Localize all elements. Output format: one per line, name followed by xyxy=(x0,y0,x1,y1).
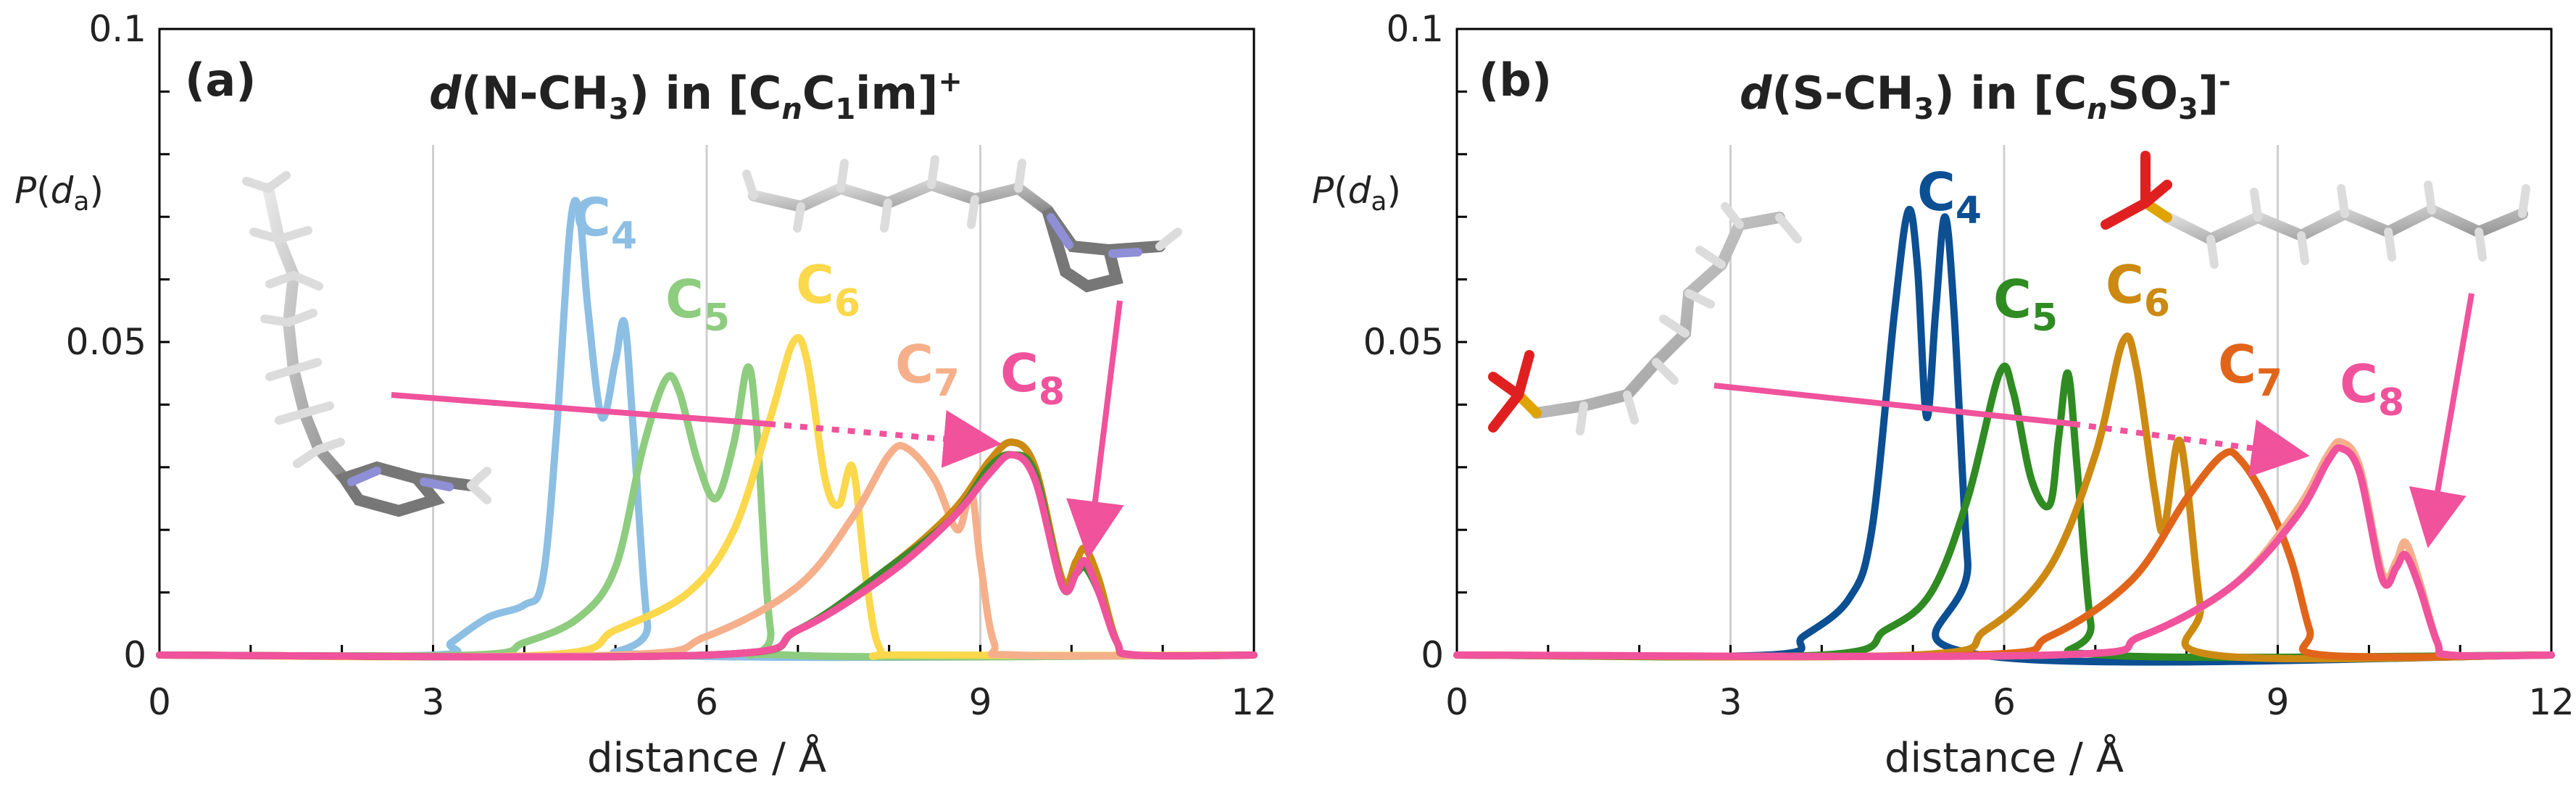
molecule-vertical-chain xyxy=(262,183,477,517)
series-label-C8: C8 xyxy=(1000,343,1065,414)
series-line-C8 xyxy=(1453,444,2555,660)
series-labels: C4 C5 C6 C7 C8 xyxy=(573,187,1065,414)
panel-title: d(N-CH3) in [CnC1im]+ xyxy=(429,65,963,126)
series-label-C7: C7 xyxy=(2218,334,2282,405)
arrow-solid xyxy=(391,392,769,427)
y-tick-label: 0.1 xyxy=(1386,8,1444,50)
y-tick-label: 0.05 xyxy=(66,321,146,363)
y-tick-label: 0 xyxy=(123,634,146,676)
x-axis-label: distance / Å xyxy=(587,734,826,782)
panel-tag: (b) xyxy=(1479,54,1552,107)
series-label-C5: C5 xyxy=(665,269,730,340)
arrow-peak xyxy=(1066,300,1124,559)
panel-title: d(S-CH3) in [CnSO3]- xyxy=(1740,65,2231,126)
y-tick-label: 0 xyxy=(1421,634,1444,676)
molecule-anion-left xyxy=(1531,212,1785,419)
series-line-C6 xyxy=(1453,333,2555,663)
series-lines xyxy=(1453,206,2555,666)
series-label-C6: C6 xyxy=(2106,254,2170,325)
x-tick-label: 9 xyxy=(969,681,992,723)
series-label-C7: C7 xyxy=(895,334,960,405)
molecule-horizontal-hydrogens xyxy=(742,155,1182,251)
arrow-solid xyxy=(1713,383,2074,427)
x-tick-label: 9 xyxy=(2267,681,2290,723)
x-tick-label: 0 xyxy=(148,681,171,723)
series-line-C4 xyxy=(156,196,1258,662)
molecule-anion-left-hydrogens xyxy=(1576,202,1802,435)
series-label-C4: C4 xyxy=(1917,162,1982,233)
series-label-C4: C4 xyxy=(573,187,637,258)
x-tick-label: 3 xyxy=(422,681,445,723)
x-tick-label: 0 xyxy=(1445,681,1468,723)
panel-b: 0 0.05 0.1 0 3 6 9 12 xyxy=(1312,8,2575,782)
molecule-anion-left-sulfonate xyxy=(1488,350,1542,433)
arrow-dotted xyxy=(768,410,1002,468)
series-label-C6: C6 xyxy=(796,254,860,325)
arrow-dotted xyxy=(2072,419,2310,478)
molecule-illustrations xyxy=(1488,151,2530,435)
y-tick-label: 0.05 xyxy=(1363,321,1444,363)
molecule-vertical-hydrogens xyxy=(242,171,491,504)
y-axis-label: P(da) xyxy=(1312,170,1401,217)
series-line-C5 xyxy=(1453,362,2555,662)
x-ticks: 0 3 6 9 12 xyxy=(1445,645,2575,723)
x-axis-label: distance / Å xyxy=(1885,734,2124,782)
series-label-C5: C5 xyxy=(1993,269,2058,340)
y-tick-label: 0.1 xyxy=(88,8,146,50)
molecule-anion-right-sulfonate xyxy=(2101,151,2172,230)
series-line-C6 xyxy=(156,334,1258,661)
x-tick-label: 12 xyxy=(1231,681,1277,723)
arrow-peak xyxy=(2409,293,2475,549)
x-tick-label: 6 xyxy=(1993,681,2016,723)
series-label-C8: C8 xyxy=(2340,354,2404,425)
panel-a: 0 0.05 0.1 0 3 6 9 12 xyxy=(14,8,1277,782)
annotation-arrows xyxy=(1713,293,2475,549)
x-tick-label: 6 xyxy=(695,681,718,723)
series-line-C8 xyxy=(156,451,1258,661)
x-ticks: 0 3 6 9 12 xyxy=(148,645,1277,723)
y-ticks: 0 0.05 0.1 xyxy=(1363,8,1467,676)
x-tick-label: 12 xyxy=(2528,681,2575,723)
y-axis-label: P(da) xyxy=(14,170,104,217)
molecule-anion-right-hydrogens xyxy=(2206,180,2530,269)
molecule-illustrations xyxy=(242,155,1182,517)
annotation-arrows xyxy=(391,300,1124,559)
series-lines xyxy=(156,196,1258,662)
y-ticks: 0 0.05 0.1 xyxy=(66,8,170,676)
molecule-horizontal-chain xyxy=(748,178,1166,293)
series-line-C4 xyxy=(1453,206,2555,666)
x-tick-label: 3 xyxy=(1719,681,1742,723)
panel-tag: (a) xyxy=(185,54,257,107)
